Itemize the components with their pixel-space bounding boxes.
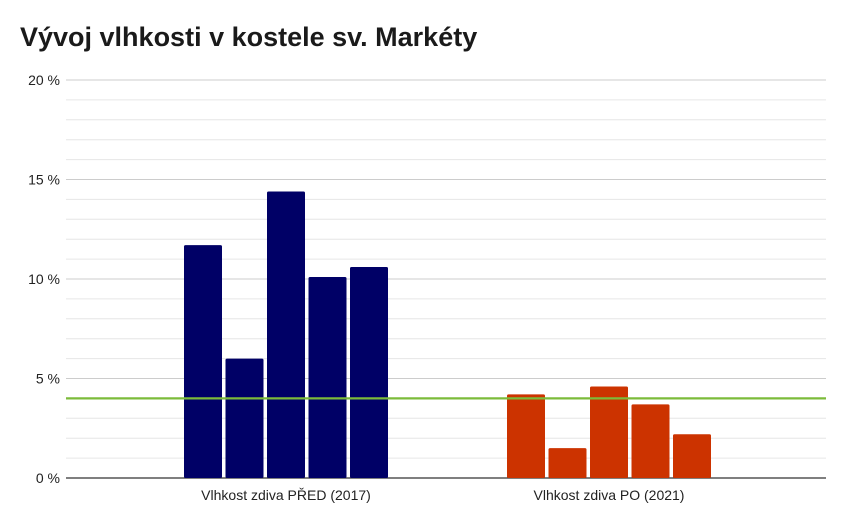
x-axis-ticks: Vlhkost zdiva PŘED (2017) Vlhkost zdiva P… [201, 487, 684, 503]
chart-title: Vývoj vlhkosti v kostele sv. Markéty [20, 22, 478, 52]
y-tick-label: 20 % [28, 72, 60, 88]
bar-before-4 [308, 277, 347, 478]
bars [184, 191, 711, 478]
bar-after-4 [631, 404, 670, 478]
bar-after-5 [673, 434, 711, 478]
y-tick-label: 15 % [28, 172, 60, 188]
bar-after-1 [507, 394, 545, 478]
x-tick-label: Vlhkost zdiva PŘED (2017) [201, 487, 371, 503]
bar-before-3 [267, 191, 305, 478]
bar-before-1 [184, 245, 222, 478]
y-tick-label: 10 % [28, 271, 60, 287]
y-tick-label: 5 % [36, 371, 60, 387]
x-tick-label: Vlhkost zdiva PO (2021) [534, 487, 685, 503]
grid-layer [66, 79, 826, 479]
bar-before-5 [350, 267, 388, 478]
y-axis-ticks: 0 % 5 % 10 % 15 % 20 % [28, 72, 60, 486]
bar-after-3 [590, 386, 628, 478]
bar-before-2 [225, 358, 264, 478]
y-tick-label: 0 % [36, 470, 60, 486]
bar-after-2 [548, 448, 587, 478]
